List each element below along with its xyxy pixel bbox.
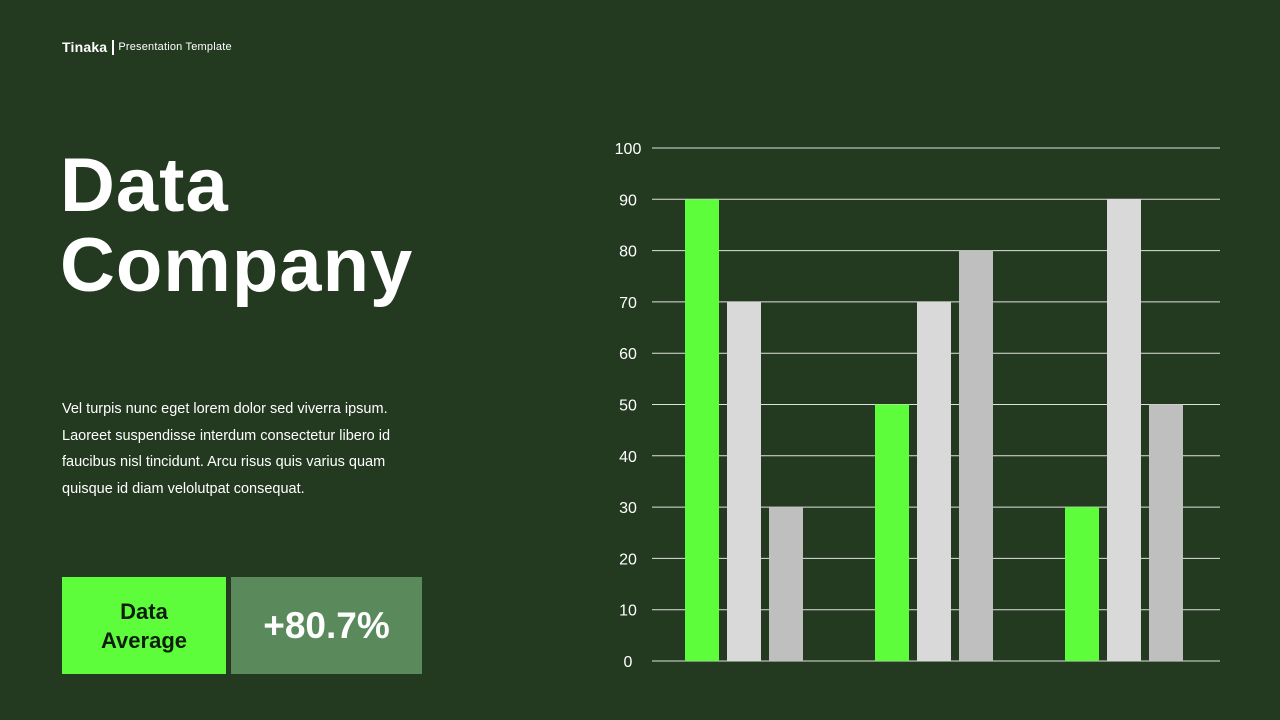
y-tick-label: 50 — [619, 398, 637, 415]
description-paragraph: Vel turpis nunc eget lorem dolor sed viv… — [62, 396, 442, 502]
y-tick-label: 100 — [615, 141, 642, 158]
y-tick-label: 10 — [619, 603, 637, 620]
title-line-1: Data — [60, 143, 229, 228]
y-tick-label: 90 — [619, 192, 637, 209]
bar-2-3 — [959, 250, 993, 661]
brand-name: Tinaka — [62, 39, 108, 55]
bar-1-1 — [685, 199, 719, 662]
title-line-2: Company — [60, 223, 414, 308]
stat-label-line-2: Average — [100, 627, 187, 653]
bar-2-2 — [917, 301, 951, 661]
stat-value: +80.7% — [263, 604, 390, 646]
bar-2-1 — [875, 404, 909, 661]
bar-1-2 — [727, 301, 761, 661]
description-line: Laoreet suspendisse interdum consectetur… — [62, 427, 391, 444]
description-line: Vel turpis nunc eget lorem dolor sed viv… — [62, 401, 388, 417]
page-title: Data Company — [60, 146, 413, 306]
stat-label-card: Data Average — [62, 577, 226, 674]
y-tick-label: 80 — [619, 244, 637, 261]
y-tick-label: 20 — [619, 551, 637, 568]
description-line: quisque id diam velolutpat consequat. — [62, 480, 305, 497]
bar-3-1 — [1065, 507, 1099, 661]
y-tick-label: 60 — [619, 346, 637, 363]
bar-3-3 — [1149, 404, 1183, 661]
bar-1-3 — [769, 507, 803, 661]
brand-divider — [112, 39, 115, 55]
brand-subtitle: Presentation Template — [118, 41, 232, 53]
bar-chart: 0 10 20 30 40 50 60 70 80 90 100 — [615, 141, 1220, 671]
y-tick-label: 30 — [619, 500, 637, 517]
bar-3-2 — [1107, 199, 1141, 662]
brand-header: Tinaka Presentation Template — [62, 39, 232, 55]
description-line: faucibus nisl tincidunt. Arcu risus quis… — [62, 454, 386, 470]
stat-label-line-1: Data — [120, 598, 168, 624]
stat-value-card: +80.7% — [231, 577, 422, 674]
y-tick-label: 0 — [624, 654, 633, 671]
y-tick-label: 70 — [619, 295, 637, 312]
y-tick-label: 40 — [619, 449, 637, 466]
